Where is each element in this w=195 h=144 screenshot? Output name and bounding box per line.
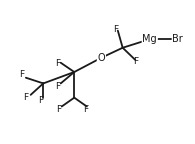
Text: F: F (113, 25, 118, 34)
Text: F: F (38, 96, 43, 105)
Text: Mg: Mg (143, 34, 157, 44)
Text: F: F (83, 105, 89, 114)
Text: Br: Br (172, 34, 183, 44)
Text: F: F (56, 105, 61, 114)
Text: F: F (55, 82, 60, 91)
Text: O: O (98, 53, 105, 63)
Text: F: F (55, 59, 60, 68)
Text: F: F (133, 57, 138, 66)
Text: F: F (20, 70, 25, 79)
Text: F: F (23, 93, 28, 102)
